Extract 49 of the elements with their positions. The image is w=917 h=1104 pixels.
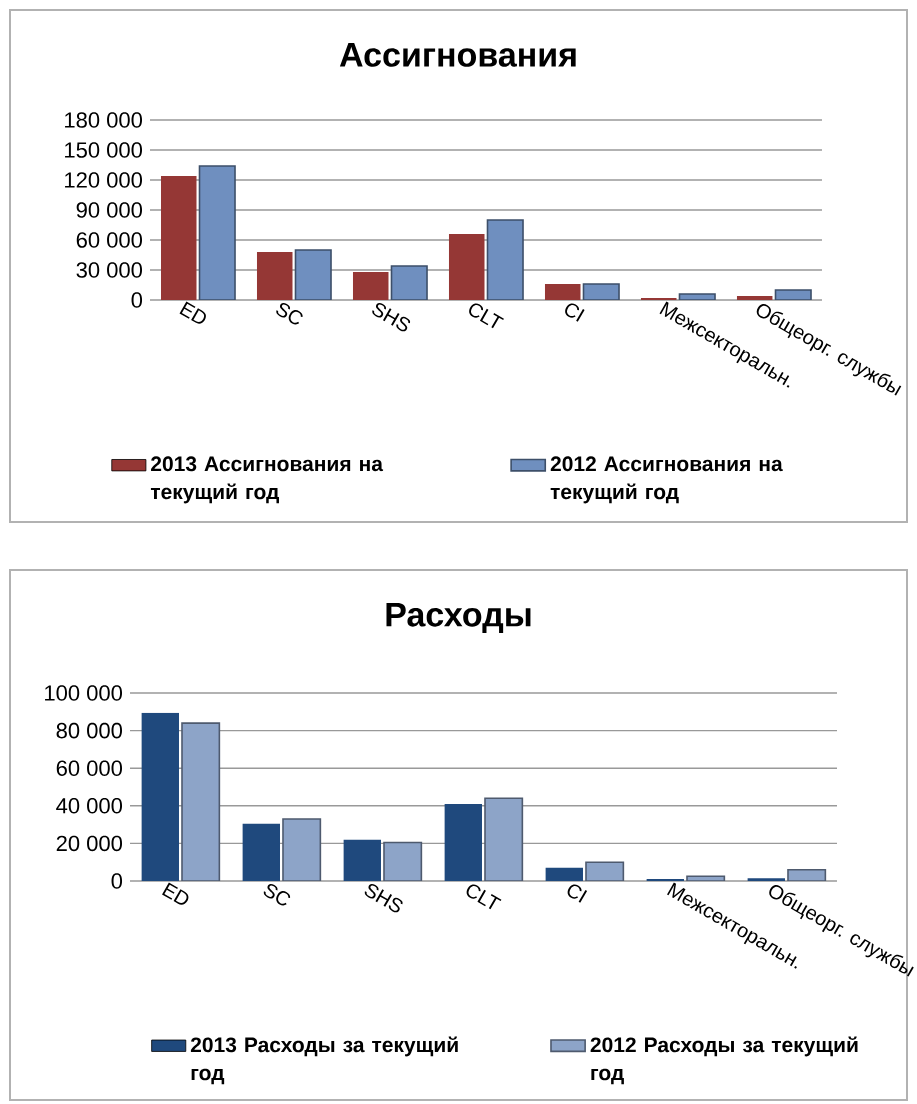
legend-label: 2012 Расходы за текущий год bbox=[590, 1036, 858, 1085]
bar bbox=[545, 867, 583, 881]
x-tick-label: SC bbox=[276, 302, 303, 325]
legend-label: 2013 Расходы за текущий год bbox=[190, 1036, 458, 1085]
bar bbox=[486, 219, 524, 300]
y-tick-label: 120 000 bbox=[65, 172, 143, 188]
x-tick-label: SHS bbox=[364, 883, 403, 913]
bar bbox=[544, 284, 581, 300]
bar bbox=[141, 712, 179, 881]
bar bbox=[160, 175, 197, 300]
bar bbox=[282, 818, 322, 881]
x-tick-label: SHS bbox=[372, 302, 411, 332]
y-tick-label: 60 000 bbox=[56, 760, 123, 776]
y-tick-label: 20 000 bbox=[56, 835, 123, 852]
bar bbox=[390, 265, 428, 300]
chart-title: Расходы bbox=[386, 602, 531, 634]
bar bbox=[181, 722, 221, 881]
y-tick-label: 0 bbox=[111, 873, 123, 889]
bar bbox=[198, 165, 236, 300]
x-tick-label: CI bbox=[565, 303, 585, 322]
x-tick-label: ED bbox=[179, 301, 206, 324]
bar bbox=[383, 841, 423, 881]
bar bbox=[242, 823, 280, 881]
bar bbox=[747, 878, 785, 881]
y-tick-label: 90 000 bbox=[76, 202, 143, 218]
bar bbox=[444, 803, 482, 881]
x-tick-label: CLT bbox=[466, 884, 502, 910]
y-tick-label: 100 000 bbox=[45, 685, 123, 701]
bar bbox=[736, 296, 773, 300]
y-tick-label: 180 000 bbox=[65, 112, 143, 128]
y-tick-label: 60 000 bbox=[76, 232, 143, 248]
legend-label: 2013 Ассигнования на текущий год bbox=[150, 456, 384, 504]
x-tick-label: SC bbox=[263, 883, 291, 906]
bar bbox=[256, 252, 293, 300]
y-tick-label: 150 000 bbox=[65, 142, 143, 158]
bar bbox=[294, 249, 332, 300]
bar bbox=[448, 234, 485, 300]
bar bbox=[484, 797, 524, 881]
x-tick-label: CI bbox=[567, 884, 588, 903]
x-tick-label: CLT bbox=[469, 303, 504, 329]
y-tick-label: 80 000 bbox=[56, 722, 123, 739]
bar bbox=[343, 839, 381, 881]
x-tick-label: ED bbox=[162, 882, 189, 905]
chart-title: Ассигнования bbox=[339, 43, 576, 67]
y-tick-label: 30 000 bbox=[76, 262, 143, 278]
y-tick-label: 40 000 bbox=[56, 798, 123, 814]
legend-label: 2012 Ассигнования на текущий год bbox=[550, 456, 783, 504]
y-tick-label: 0 bbox=[131, 292, 143, 308]
bar bbox=[352, 271, 389, 300]
